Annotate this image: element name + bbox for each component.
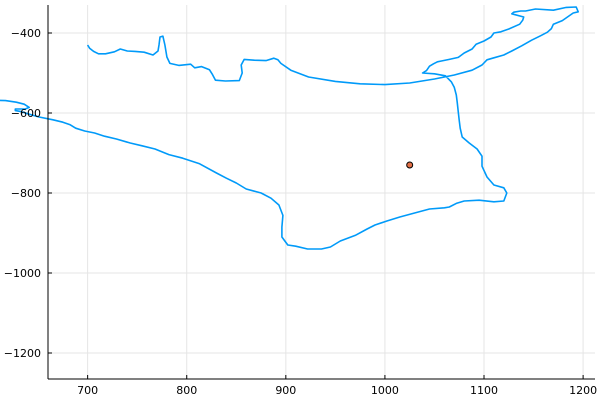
y-tick-label: −1200 bbox=[4, 347, 41, 360]
y-tick-label: −400 bbox=[11, 27, 41, 40]
y-tick-label: −1000 bbox=[4, 267, 41, 280]
data-point bbox=[406, 161, 414, 169]
x-tick-label: 1200 bbox=[569, 384, 597, 397]
axes: 700 800 900 1000 1100 1200 −400 −600 −800 −1000 −1… bbox=[4, 5, 597, 397]
outline-series bbox=[0, 6, 580, 250]
x-tick-label: 1000 bbox=[371, 384, 399, 397]
y-tick-label: −600 bbox=[11, 107, 41, 120]
x-tick-label: 1100 bbox=[470, 384, 498, 397]
grid-lines bbox=[48, 5, 595, 379]
x-tick-label: 700 bbox=[77, 384, 98, 397]
series-layer bbox=[0, 6, 580, 250]
y-tick-label: −800 bbox=[11, 187, 41, 200]
x-tick-label: 800 bbox=[176, 384, 197, 397]
x-tick-label: 900 bbox=[275, 384, 296, 397]
marker-layer bbox=[406, 161, 414, 169]
